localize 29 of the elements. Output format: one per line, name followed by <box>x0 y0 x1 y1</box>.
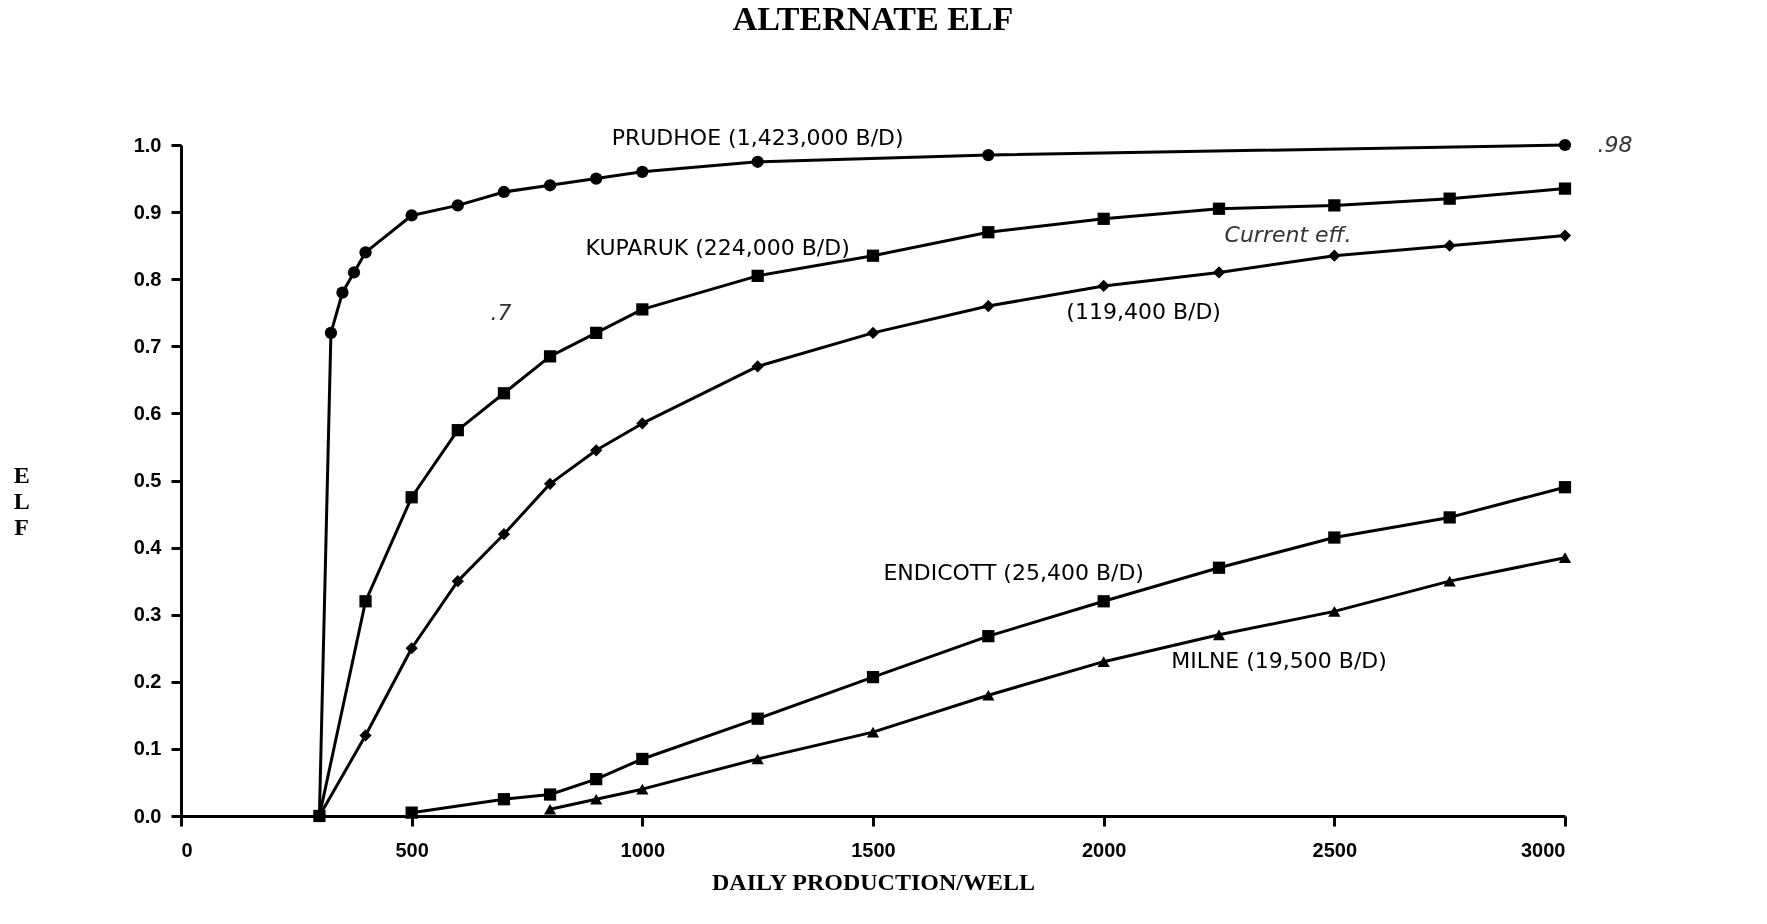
y-tick-label: 0.7 <box>133 334 162 357</box>
y-tick-label: 1.0 <box>133 133 162 156</box>
x-tick-label: 2000 <box>1081 838 1127 861</box>
series-label: ENDICOTT (25,400 B/D) <box>883 560 1144 586</box>
y-tick-label: 0.3 <box>133 603 162 626</box>
y-tick-label: 0.1 <box>133 737 162 760</box>
y-tick-label: 0.0 <box>133 804 162 827</box>
x-tick-label: 500 <box>395 838 429 861</box>
y-tick-label: 0.2 <box>133 670 162 693</box>
y-tick-label: 0.6 <box>133 401 162 424</box>
y-axis-title: ELF <box>13 461 30 540</box>
y-tick-label: 0.9 <box>133 200 162 223</box>
series-label: KUPARUK (224,000 B/D) <box>585 234 850 260</box>
x-tick-label: 1500 <box>851 838 896 861</box>
x-tick-label: 2500 <box>1312 838 1358 861</box>
y-tick-label: 0.4 <box>133 536 163 559</box>
chart-title: ALTERNATE ELF <box>732 0 1014 37</box>
x-tick-label: 1000 <box>620 838 666 861</box>
x-tick-label: 0 <box>181 838 193 861</box>
x-axis-title: DAILY PRODUCTION/WELL <box>712 868 1035 895</box>
series-label: (119,400 B/D) <box>1066 298 1221 324</box>
annotation: Current eff. <box>1224 222 1352 247</box>
annotation: .7 <box>490 300 512 325</box>
y-tick-label: 0.8 <box>133 267 162 290</box>
annotation: .98 <box>1597 132 1633 157</box>
series-label: MILNE (19,500 B/D) <box>1171 647 1387 673</box>
x-tick-label: 3000 <box>1521 838 1566 861</box>
y-tick-label: 0.5 <box>133 469 162 491</box>
series-label: PRUDHOE (1,423,000 B/D) <box>611 124 904 150</box>
